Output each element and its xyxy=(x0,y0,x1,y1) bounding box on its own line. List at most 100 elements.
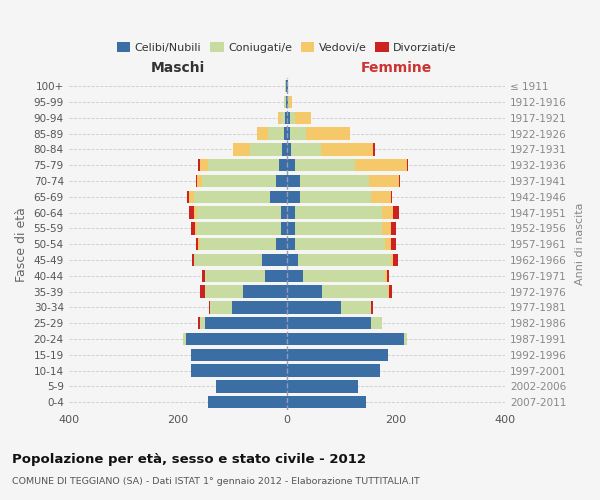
Bar xyxy=(404,333,407,345)
Bar xyxy=(200,317,205,330)
Bar xyxy=(287,302,341,314)
Bar xyxy=(341,302,371,314)
Bar xyxy=(295,238,385,250)
Bar xyxy=(291,144,321,156)
Bar xyxy=(268,128,284,140)
Bar xyxy=(276,175,287,187)
Bar xyxy=(391,238,396,250)
Bar xyxy=(186,333,287,345)
Bar xyxy=(386,270,389,282)
Bar xyxy=(194,254,262,266)
Bar xyxy=(200,159,208,172)
Bar xyxy=(287,159,295,172)
Bar xyxy=(393,254,398,266)
Bar xyxy=(250,144,283,156)
Bar xyxy=(208,159,278,172)
Bar xyxy=(391,190,392,203)
Bar xyxy=(368,175,398,187)
Bar xyxy=(407,159,408,172)
Text: Popolazione per età, sesso e stato civile - 2012: Popolazione per età, sesso e stato civil… xyxy=(12,452,366,466)
Text: Femmine: Femmine xyxy=(361,61,431,75)
Bar xyxy=(286,96,287,108)
Bar xyxy=(287,348,388,361)
Bar xyxy=(322,286,388,298)
Bar xyxy=(301,190,371,203)
Bar xyxy=(281,206,287,219)
Bar xyxy=(194,206,197,219)
Bar xyxy=(199,317,200,330)
Bar xyxy=(287,128,290,140)
Bar xyxy=(287,112,290,124)
Bar xyxy=(398,175,400,187)
Bar xyxy=(191,364,287,377)
Bar xyxy=(191,348,287,361)
Bar xyxy=(195,222,197,234)
Bar xyxy=(196,238,199,250)
Bar xyxy=(281,222,287,234)
Bar xyxy=(393,206,398,219)
Bar xyxy=(278,112,281,124)
Bar xyxy=(298,254,391,266)
Bar xyxy=(301,175,368,187)
Bar xyxy=(199,159,200,172)
Bar xyxy=(385,238,391,250)
Bar xyxy=(205,286,243,298)
Bar xyxy=(287,80,288,92)
Bar xyxy=(187,190,188,203)
Bar xyxy=(287,190,301,203)
Bar xyxy=(194,190,271,203)
Bar xyxy=(285,112,287,124)
Bar xyxy=(233,144,250,156)
Bar xyxy=(287,222,295,234)
Bar xyxy=(288,96,289,108)
Bar xyxy=(371,190,391,203)
Bar xyxy=(295,159,355,172)
Bar xyxy=(287,270,303,282)
Bar xyxy=(197,206,281,219)
Bar xyxy=(284,96,286,108)
Bar xyxy=(295,112,311,124)
Bar xyxy=(287,333,404,345)
Bar xyxy=(200,286,205,298)
Bar xyxy=(183,333,186,345)
Bar xyxy=(303,270,385,282)
Bar xyxy=(306,128,350,140)
Bar xyxy=(271,190,287,203)
Y-axis label: Fasce di età: Fasce di età xyxy=(15,207,28,282)
Bar xyxy=(191,222,195,234)
Bar xyxy=(287,96,288,108)
Bar xyxy=(232,302,287,314)
Bar xyxy=(289,96,292,108)
Bar xyxy=(197,222,281,234)
Text: COMUNE DI TEGGIANO (SA) - Dati ISTAT 1° gennaio 2012 - Elaborazione TUTTITALIA.I: COMUNE DI TEGGIANO (SA) - Dati ISTAT 1° … xyxy=(12,478,420,486)
Bar xyxy=(188,206,194,219)
Bar xyxy=(290,128,306,140)
Bar xyxy=(262,254,287,266)
Bar xyxy=(295,222,382,234)
Bar xyxy=(193,254,194,266)
Bar xyxy=(209,302,211,314)
Bar xyxy=(284,128,287,140)
Bar xyxy=(287,380,358,392)
Bar xyxy=(287,175,301,187)
Bar xyxy=(371,317,382,330)
Bar xyxy=(287,254,298,266)
Bar xyxy=(283,144,287,156)
Bar xyxy=(205,270,265,282)
Bar xyxy=(287,238,295,250)
Bar xyxy=(216,380,287,392)
Bar xyxy=(391,222,396,234)
Bar xyxy=(287,144,291,156)
Bar xyxy=(287,317,371,330)
Bar xyxy=(243,286,287,298)
Bar xyxy=(281,112,285,124)
Bar xyxy=(382,222,391,234)
Legend: Celibi/Nubili, Coniugati/e, Vedovi/e, Divorziati/e: Celibi/Nubili, Coniugati/e, Vedovi/e, Di… xyxy=(112,38,461,57)
Bar xyxy=(202,175,276,187)
Bar xyxy=(385,270,386,282)
Bar xyxy=(321,144,373,156)
Bar xyxy=(295,206,382,219)
Bar xyxy=(202,270,205,282)
Bar xyxy=(196,175,197,187)
Bar xyxy=(373,144,374,156)
